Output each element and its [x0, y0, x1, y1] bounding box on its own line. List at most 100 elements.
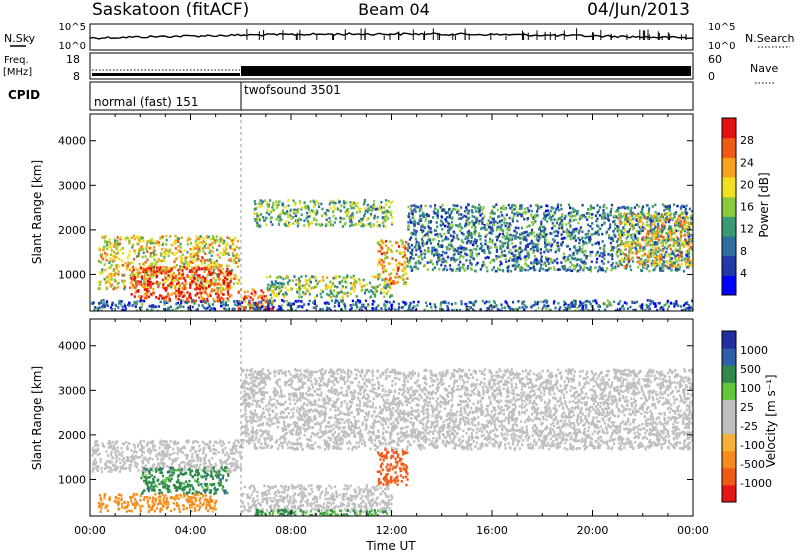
power-cell — [664, 220, 667, 224]
power-cell — [120, 259, 123, 263]
power-cell — [596, 269, 600, 273]
power-cell — [219, 270, 222, 273]
power-cell — [534, 220, 537, 223]
power-cell — [300, 213, 303, 217]
power-cell — [525, 238, 528, 241]
power-cell — [448, 222, 451, 226]
power-cell — [311, 275, 314, 278]
power-cell — [161, 243, 164, 246]
power-cell — [539, 248, 542, 251]
nave-tick-bottom: 0 — [708, 70, 715, 83]
power-cell — [266, 276, 269, 279]
power-cell — [519, 250, 523, 254]
power-cell — [352, 289, 355, 293]
power-cell — [210, 254, 213, 257]
power-cell — [210, 244, 213, 247]
power-cell — [396, 241, 399, 245]
power-cell — [203, 265, 206, 268]
power-cell — [143, 271, 146, 274]
power-cell — [628, 245, 631, 249]
power-cell — [422, 211, 425, 215]
power-cell — [417, 205, 420, 209]
power-cell — [641, 229, 644, 233]
power-cell — [352, 303, 355, 307]
power-cell — [524, 247, 527, 251]
power-cell — [132, 234, 135, 238]
power-cell — [465, 259, 468, 262]
power-cell — [200, 291, 203, 295]
power-cell — [563, 309, 566, 311]
power-cell — [638, 216, 641, 219]
power-cell — [372, 299, 375, 303]
power-cell — [157, 283, 160, 287]
power-cell — [452, 308, 455, 311]
power-cell — [355, 295, 358, 298]
power-cell — [420, 207, 423, 210]
power-cell — [374, 288, 377, 291]
cpid-mode-2: twofsound 3501 — [244, 83, 341, 97]
power-cell — [211, 307, 214, 310]
power-cell — [481, 299, 484, 303]
power-cell — [357, 278, 361, 281]
power-cell — [496, 238, 499, 242]
power-cell — [286, 288, 289, 292]
power-cell — [442, 300, 445, 304]
power-cell — [331, 292, 334, 295]
power-cell — [382, 270, 385, 274]
power-cell — [292, 215, 295, 219]
power-cell — [101, 270, 104, 274]
power-cell — [296, 208, 299, 211]
power-cell — [504, 254, 507, 257]
power-cell — [227, 282, 230, 286]
power-cell — [143, 292, 146, 296]
power-cell — [173, 240, 176, 244]
freq-trace-late — [241, 66, 691, 76]
power-cell — [467, 229, 470, 233]
power-cell — [452, 207, 455, 211]
power-cell — [623, 213, 626, 216]
power-cell — [397, 308, 400, 311]
power-cell — [110, 275, 113, 278]
nsky-tick-bottom: 10^0 — [59, 41, 86, 52]
power-cell — [262, 298, 265, 302]
power-cell — [285, 293, 288, 296]
power-cell — [267, 203, 270, 206]
nsky-tick-top: 10^5 — [59, 22, 86, 33]
power-cell — [167, 274, 170, 277]
power-cell — [107, 266, 110, 270]
power-cell — [514, 234, 517, 238]
power-cell — [657, 224, 660, 228]
power-cell — [137, 252, 140, 255]
power-cell — [342, 200, 345, 203]
power-cell — [367, 207, 370, 211]
power-cell — [587, 268, 591, 271]
power-cell — [603, 253, 606, 257]
power-cell — [551, 261, 554, 264]
power-cell — [278, 217, 281, 221]
power-cell — [555, 221, 558, 225]
power-cell — [173, 242, 176, 245]
power-cell — [109, 246, 113, 249]
power-cell — [351, 212, 354, 215]
power-cell — [271, 291, 274, 294]
power-cell — [587, 212, 591, 215]
power-cell — [284, 212, 287, 216]
power-cell — [529, 204, 532, 208]
power-cell — [391, 244, 394, 247]
power-cell — [617, 206, 620, 210]
power-cell — [662, 236, 665, 239]
power-cell — [676, 249, 679, 252]
power-cell — [630, 236, 633, 240]
power-cell — [106, 304, 109, 308]
power-cell — [298, 295, 301, 299]
power-cell — [193, 302, 196, 305]
power-cell — [427, 226, 430, 229]
power-cell — [655, 232, 658, 236]
power-cell — [329, 286, 332, 290]
power-cell — [513, 237, 516, 240]
power-cell — [431, 268, 434, 271]
power-cell — [352, 274, 355, 278]
power-cell — [599, 227, 602, 231]
power-cell — [680, 251, 684, 254]
power-cell — [666, 299, 669, 303]
